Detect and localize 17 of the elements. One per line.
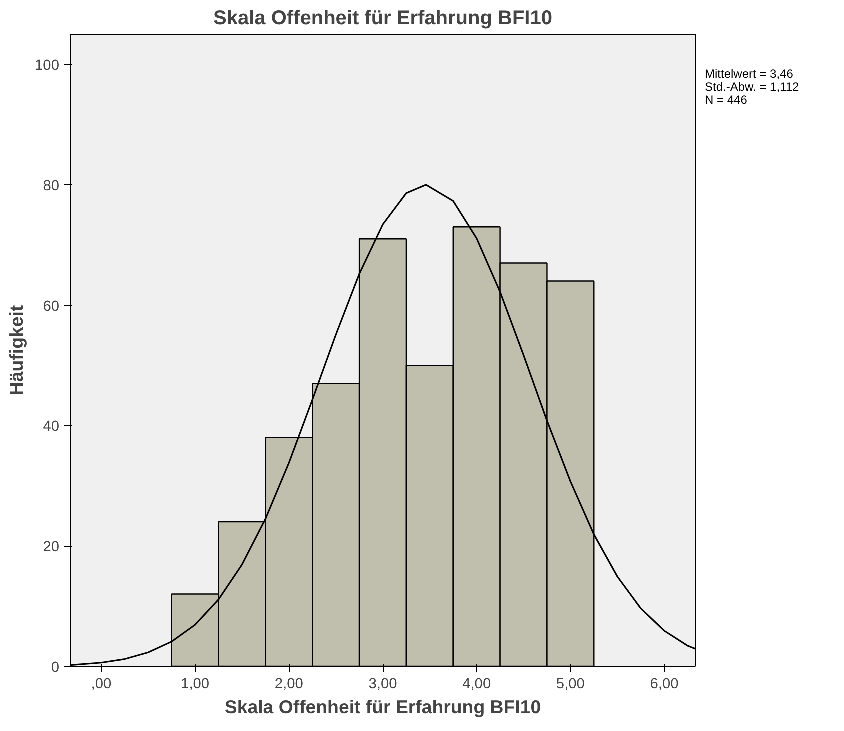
x-tick-label: ,00	[91, 676, 112, 692]
x-tick-label: 4,00	[462, 676, 492, 692]
text: Mittelwert = 3,46 Std.-Abw. = 1,112 N = 446	[705, 67, 800, 107]
x-tick-label: 6,00	[650, 676, 679, 692]
y-tick-label: 100	[35, 58, 60, 74]
x-axis-title: Skala Offenheit für Erfahrung BFI10	[224, 696, 542, 718]
y-tick-label: 20	[43, 540, 60, 556]
y-axis-title: Häufigkeit	[6, 305, 28, 396]
x-tick-label: 1,00	[181, 676, 210, 692]
x-tick-label: 3,00	[368, 676, 398, 692]
y-tick-label: 40	[43, 419, 60, 436]
x-tick-label: 5,00	[556, 676, 585, 692]
y-tick-label: 0	[51, 660, 60, 676]
x-tick-label: 2,00	[274, 676, 304, 692]
y-tick-label: 60	[43, 298, 60, 315]
chart-title: Skala Offenheit für Erfahrung BFI10	[214, 8, 552, 30]
y-tick-label: 80	[43, 178, 60, 194]
